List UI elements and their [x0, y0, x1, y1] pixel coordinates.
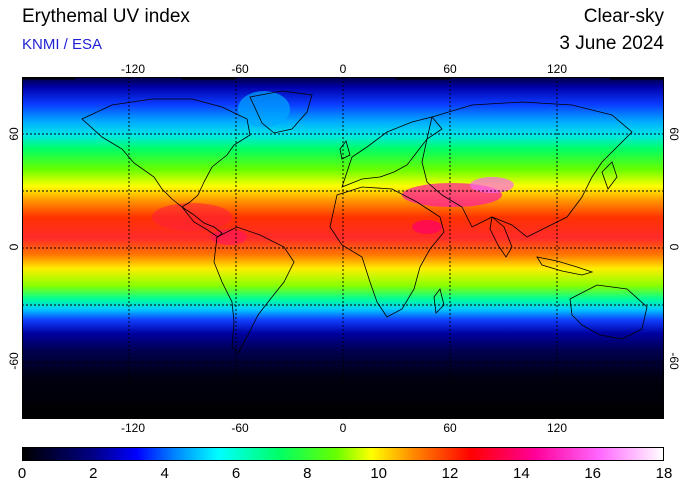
lat-label-left-60: 60	[7, 127, 21, 141]
colorbar-tick-4: 4	[160, 465, 169, 482]
colorbar-tick-8: 8	[303, 465, 312, 482]
indonesia-outline	[536, 256, 594, 276]
lon-label-bottom-120: 120	[546, 421, 568, 435]
lat-label-left-neg60: -60	[7, 352, 21, 370]
lon-label-bottom-0: 0	[339, 421, 347, 435]
south-america-outline	[213, 226, 295, 354]
europe-outline	[341, 116, 443, 188]
colorbar-tick-0: 0	[17, 465, 27, 482]
data-source-label: KNMI / ESA	[22, 36, 103, 53]
lon-label-top-120: 120	[546, 62, 568, 76]
lon-label-top-60: 60	[443, 62, 457, 76]
india-outline	[489, 216, 513, 258]
andes-hotspot	[211, 229, 247, 245]
japan-outline	[601, 161, 618, 190]
lat-label-right-60: 60	[667, 127, 681, 141]
uk-outline	[339, 140, 351, 160]
lon-label-top-0: 0	[339, 62, 347, 76]
lon-label-top-neg60: -60	[231, 62, 249, 76]
lat-label-right-0: 0	[667, 243, 681, 251]
madagascar-outline	[433, 288, 445, 314]
graticule	[22, 77, 664, 419]
colorbar-tick-18: 18	[655, 465, 673, 482]
sky-mode-label: Clear-sky	[583, 6, 664, 27]
uv-colorbar	[22, 447, 664, 461]
africa-outline	[329, 186, 445, 318]
uv-index-map	[22, 76, 664, 420]
colorbar-tick-10: 10	[370, 465, 387, 482]
colorbar-tick-12: 12	[441, 465, 459, 482]
colorbar-tick-16: 16	[584, 465, 601, 482]
chart-title: Erythemal UV index	[22, 6, 190, 27]
colorbar-tick-6: 6	[231, 465, 241, 482]
tibet-peak	[470, 177, 514, 193]
greenland-outline	[249, 90, 313, 134]
lat-label-left-0: 0	[7, 243, 21, 251]
australia-outline	[569, 284, 648, 340]
lon-label-bottom-neg120: -120	[120, 421, 146, 435]
central-america-outline	[181, 206, 223, 238]
lat-label-right-neg60: -60	[667, 352, 681, 370]
map-frame	[22, 77, 664, 419]
lon-label-bottom-neg60: -60	[231, 421, 249, 435]
lon-label-top-neg120: -120	[120, 62, 146, 76]
north-america-outline	[81, 98, 251, 208]
ethiopia-hotspot	[412, 220, 442, 234]
mexico-hotspot	[152, 203, 232, 231]
date-label: 3 June 2024	[559, 33, 664, 54]
colorbar-tick-2: 2	[89, 465, 98, 482]
lon-label-bottom-60: 60	[443, 421, 457, 435]
uv-map-svg	[22, 76, 664, 420]
greenland-low	[238, 91, 290, 127]
colorbar-tick-14: 14	[512, 465, 530, 482]
